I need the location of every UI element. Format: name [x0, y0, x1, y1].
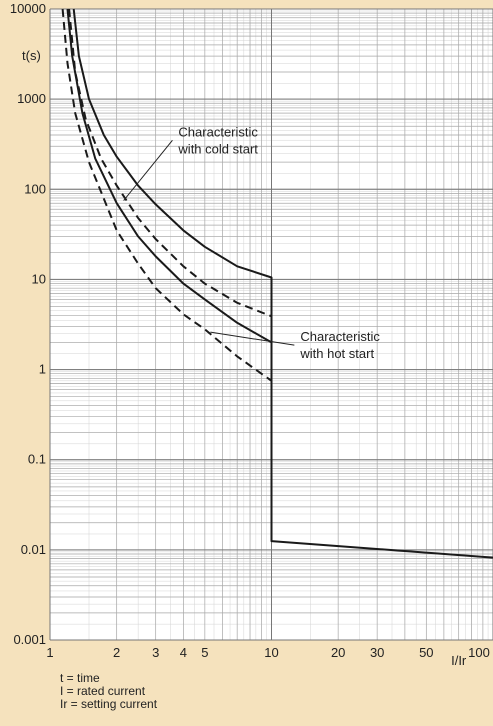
annotation-label-2: Characteristic: [300, 329, 380, 344]
x-tick-label: 4: [180, 645, 187, 660]
x-tick-label: 10: [264, 645, 278, 660]
y-tick-label: 10: [32, 271, 46, 286]
y-tick-label: 0.01: [21, 542, 46, 557]
y-tick-label: 0.001: [13, 632, 46, 647]
annotation-label-1: Characteristic: [178, 124, 258, 139]
series-line-3: [66, 8, 272, 344]
legend-note-rated-current: I = rated current: [60, 684, 146, 698]
x-tick-label: 1: [46, 645, 53, 660]
x-tick-label: 20: [331, 645, 345, 660]
x-tick-label: 3: [152, 645, 159, 660]
y-tick-label: 0.1: [28, 452, 46, 467]
annotation-label-2: with hot start: [299, 346, 374, 361]
legend-note-setting-current: Ir = setting current: [60, 697, 158, 711]
y-axis-label: t(s): [22, 48, 41, 63]
x-tick-label: 5: [201, 645, 208, 660]
annotation-label-1: with cold start: [177, 141, 258, 156]
x-axis-label: I/Ir: [451, 653, 467, 668]
x-tick-label: 2: [113, 645, 120, 660]
annotation-leader-line: [210, 331, 295, 346]
y-tick-label: 1: [39, 362, 46, 377]
legend-note-time: t = time: [60, 671, 100, 685]
tripping-curve-chart: 10000 1000 100 10 1 0.1 0.01 0.001 t(s) 1 2 3 4 5 10 20…: [10, 1, 493, 668]
x-tick-label: 100: [468, 645, 490, 660]
annotation-leader-line: [123, 139, 173, 201]
y-tick-label: 100: [24, 181, 46, 196]
x-tick-label: 30: [370, 645, 384, 660]
y-tick-label: 1000: [17, 91, 46, 106]
series-line-1: [72, 8, 493, 559]
series-line-4: [61, 8, 273, 382]
y-tick-label: 10000: [10, 1, 46, 16]
series-line-2: [68, 8, 272, 318]
legend-notes: t = time I = rated current Ir = setting …: [60, 672, 157, 711]
x-tick-label: 50: [419, 645, 433, 660]
